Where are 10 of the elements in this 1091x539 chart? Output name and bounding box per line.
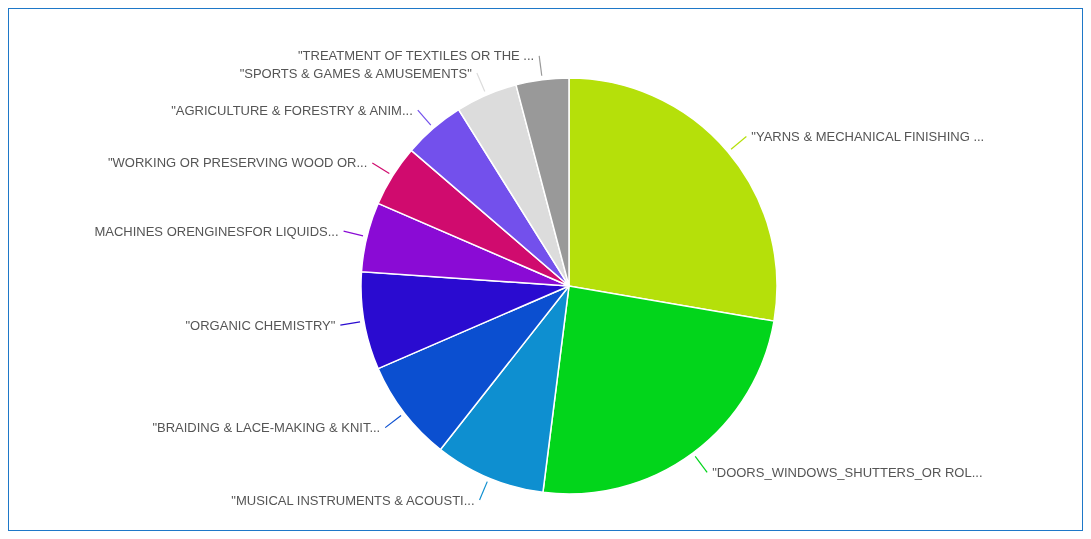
- slice-label: "WORKING OR PRESERVING WOOD OR...: [107, 155, 368, 171]
- slice-label: "DOORS_WINDOWS_SHUTTERS_OR ROL...: [712, 464, 983, 480]
- slice-label: "AGRICULTURE & FORESTRY & ANIM...: [171, 102, 413, 118]
- slice-label: "YARNS & MECHANICAL FINISHING ...: [751, 128, 985, 144]
- slice-label: "ORGANIC CHEMISTRY": [185, 317, 336, 333]
- slice-label: "MUSICAL INSTRUMENTS & ACOUSTI...: [231, 492, 475, 508]
- slice-label: "BRAIDING & LACE-MAKING & KNIT...: [152, 420, 381, 436]
- slice-label: MACHINES ORENGINESFOR LIQUIDS...: [94, 223, 339, 239]
- slice-label: "TREATMENT OF TEXTILES OR THE ...: [297, 48, 535, 64]
- slice-label: "SPORTS & GAMES & AMUSEMENTS": [239, 65, 473, 81]
